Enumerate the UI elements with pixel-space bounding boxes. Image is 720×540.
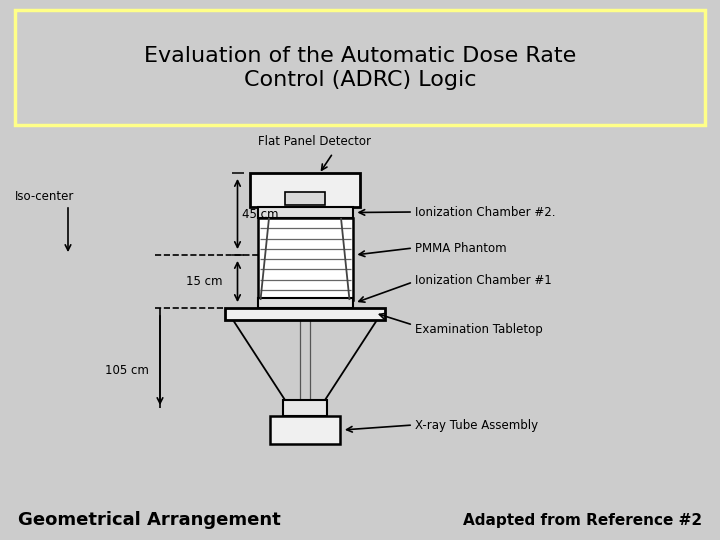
Text: 45 cm: 45 cm [243, 207, 279, 220]
Text: Evaluation of the Automatic Dose Rate
Control (ADRC) Logic: Evaluation of the Automatic Dose Rate Co… [144, 46, 576, 90]
Text: Iso-center: Iso-center [15, 190, 74, 202]
Bar [258, 207, 353, 218]
Text: X-ray Tube Assembly: X-ray Tube Assembly [415, 418, 538, 431]
Bar [15, 10, 705, 125]
Text: Examination Tabletop: Examination Tabletop [415, 323, 543, 336]
Bar [250, 173, 360, 207]
Bar [270, 416, 340, 444]
Text: Adapted from Reference #2: Adapted from Reference #2 [463, 512, 702, 528]
Text: Flat Panel Detector: Flat Panel Detector [258, 135, 372, 148]
Bar [258, 298, 353, 308]
Text: Ionization Chamber #1: Ionization Chamber #1 [415, 273, 552, 287]
Text: 15 cm: 15 cm [186, 275, 222, 288]
Text: 105 cm: 105 cm [105, 363, 149, 376]
Bar [258, 218, 353, 300]
Text: Ionization Chamber #2.: Ionization Chamber #2. [415, 206, 556, 219]
Text: Geometrical Arrangement: Geometrical Arrangement [18, 511, 281, 529]
Bar [285, 192, 325, 205]
Text: PMMA Phantom: PMMA Phantom [415, 241, 507, 254]
Bar [283, 400, 327, 416]
Bar [225, 308, 385, 320]
